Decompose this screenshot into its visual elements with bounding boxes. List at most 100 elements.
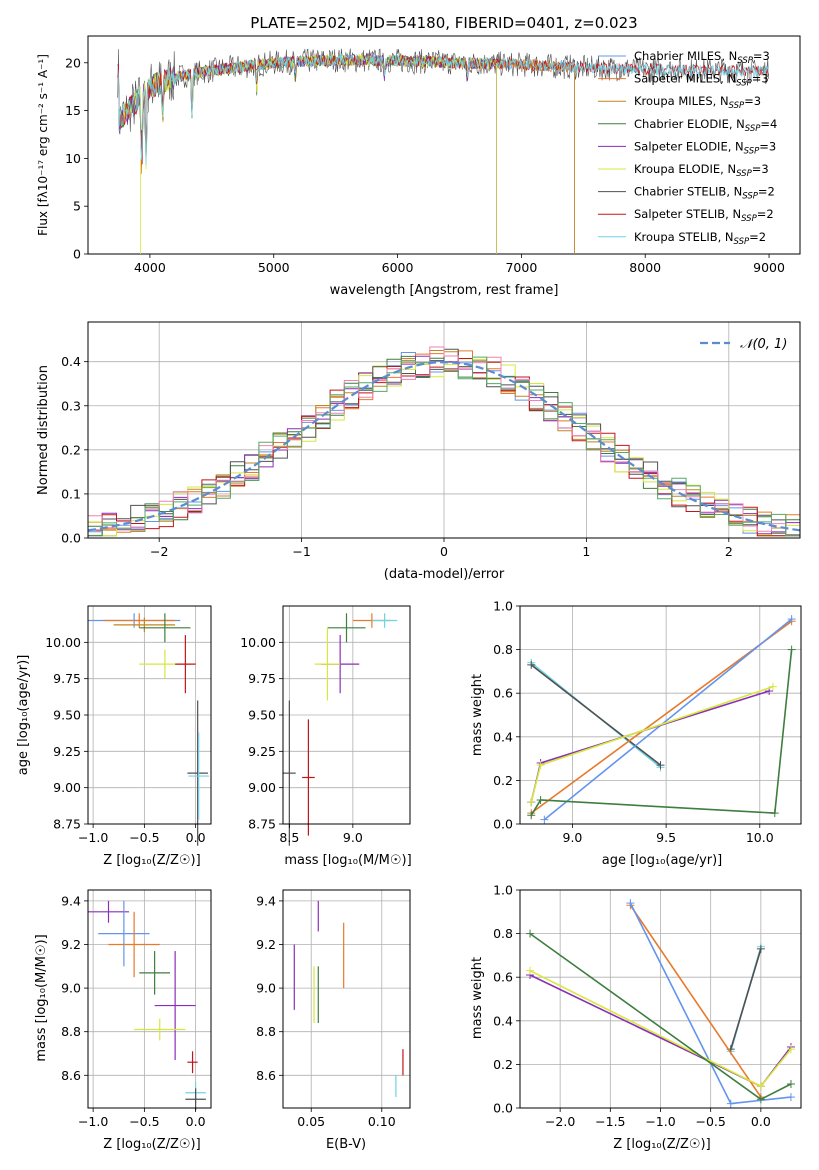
spectrum-ticks: 4000 5000 6000 7000 8000 9000 0 5 10 15 20 bbox=[65, 55, 785, 275]
y-tick-label: 0.2 bbox=[61, 442, 81, 457]
legend-value: =3 bbox=[752, 72, 769, 86]
x-tick-label: 9.0 bbox=[563, 830, 583, 845]
spectrum-xlabel: wavelength [Angstrom, rest frame] bbox=[330, 283, 559, 298]
mass-vs-ebv-panel: 0.05 0.10 8.6 8.8 9.0 9.2 9.4 bbox=[256, 889, 411, 1129]
panel-frame bbox=[87, 889, 212, 1109]
x-tick-label: −1.0 bbox=[78, 830, 108, 845]
y-tick-label: 0.0 bbox=[493, 1101, 513, 1116]
normal-reference-curve bbox=[87, 360, 801, 532]
age-vs-mass-xlabel: mass [log₁₀(M/M☉)] bbox=[284, 853, 411, 868]
histogram-ylabel: Normed distribution bbox=[36, 365, 51, 495]
x-tick-label: 8.5 bbox=[279, 830, 299, 845]
panel-frame bbox=[282, 889, 411, 1109]
y-tick-label: 9.00 bbox=[248, 780, 276, 795]
x-tick-label: −0.5 bbox=[695, 1114, 725, 1129]
y-tick-label: 5 bbox=[73, 199, 81, 214]
legend-subscript: SSP bbox=[741, 214, 757, 224]
spectrum-ylabel: Flux [fλ10⁻¹⁷ erg cm⁻² s⁻¹ A⁻¹] bbox=[36, 54, 50, 236]
y-tick-label: 9.0 bbox=[61, 981, 81, 996]
y-tick-label: 0.4 bbox=[61, 354, 81, 369]
y-tick-label: 9.0 bbox=[256, 981, 276, 996]
figure-title: PLATE=2502, MJD=54180, FIBERID=0401, z=0… bbox=[250, 14, 637, 32]
weight-series-line bbox=[530, 620, 793, 814]
weight-vs-age-xlabel: age [log₁₀(age/yr)] bbox=[602, 853, 723, 868]
y-tick-label: 0.8 bbox=[493, 642, 513, 657]
x-tick-label: −2.0 bbox=[545, 1114, 575, 1129]
spectrum-series-line bbox=[117, 48, 769, 165]
y-tick-label: 0.1 bbox=[61, 486, 81, 501]
spectrum-series-line bbox=[117, 53, 769, 166]
x-tick-label: 9000 bbox=[753, 260, 785, 275]
legend-subscript: SSP bbox=[737, 56, 753, 66]
legend-value: =3 bbox=[744, 94, 761, 108]
legend-subscript: SSP bbox=[736, 79, 752, 89]
spectrum-frame bbox=[87, 35, 801, 255]
age-vs-metallicity-xlabel: Z [log₁₀(Z/Z☉)] bbox=[103, 853, 200, 868]
legend-label: Salpeter STELIB, NSSP=2 bbox=[634, 207, 774, 224]
spectrum-panel: 4000 5000 6000 7000 8000 9000 0 5 10 15 20 Chabrie… bbox=[36, 35, 801, 298]
y-tick-label: 1.0 bbox=[493, 599, 513, 614]
x-tick-label: 9.5 bbox=[656, 830, 676, 845]
legend-label: Chabrier MILES, NSSP=3 bbox=[634, 49, 770, 66]
weight-series-line bbox=[629, 904, 762, 1098]
y-tick-label: 9.00 bbox=[53, 780, 81, 795]
histogram-step-line bbox=[88, 348, 800, 536]
legend-subscript: SSP bbox=[745, 124, 761, 134]
weight-series-line bbox=[530, 664, 661, 766]
legend-subscript: SSP bbox=[729, 101, 745, 111]
legend-value: =3 bbox=[752, 162, 769, 176]
age-vs-metallicity-panel: −1.0 −0.5 0.0 8.75 9.00 9.25 9.50 9.75 10.00 bbox=[45, 605, 212, 846]
histogram-step-line bbox=[88, 356, 800, 537]
x-tick-label: −0.5 bbox=[129, 1114, 159, 1129]
legend-label: Chabrier STELIB, NSSP=2 bbox=[634, 185, 775, 202]
y-tick-label: 0.4 bbox=[493, 1013, 513, 1028]
y-tick-label: 9.75 bbox=[248, 671, 276, 686]
y-tick-label: 0.6 bbox=[493, 970, 513, 985]
x-tick-label: 9.0 bbox=[343, 830, 363, 845]
legend-value: =2 bbox=[758, 185, 775, 199]
y-tick-label: 9.50 bbox=[53, 708, 81, 723]
y-tick-label: 9.50 bbox=[248, 708, 276, 723]
spectrum-legend: Chabrier MILES, NSSP=3 Salpeter MILES, NS… bbox=[598, 49, 777, 247]
y-tick-label: 0.6 bbox=[493, 686, 513, 701]
legend-subscript: SSP bbox=[736, 169, 752, 179]
spectrum-series-line bbox=[117, 53, 575, 254]
y-tick-label: 8.6 bbox=[256, 1068, 276, 1083]
weight-vs-age-ylabel: mass weight bbox=[470, 674, 485, 756]
legend-value: =2 bbox=[749, 230, 766, 244]
y-tick-label: 9.25 bbox=[53, 744, 81, 759]
legend-label: Salpeter MILES, NSSP=3 bbox=[634, 72, 769, 89]
histogram-xlabel: (data-model)/error bbox=[384, 567, 505, 582]
weight-vs-metallicity-panel: −2.0 −1.5 −1.0 −0.5 0.0 0.0 0.2 0.4 0.6 0.8 1.0 bbox=[493, 883, 802, 1129]
y-tick-label: 0.4 bbox=[493, 729, 513, 744]
y-tick-label: 9.4 bbox=[256, 893, 276, 908]
x-tick-label: −1.5 bbox=[595, 1114, 625, 1129]
mass-vs-ebv-xlabel: E(B-V) bbox=[326, 1137, 366, 1152]
y-tick-label: 20 bbox=[65, 55, 81, 70]
y-tick-label: 9.2 bbox=[256, 937, 276, 952]
x-tick-label: 6000 bbox=[382, 260, 414, 275]
legend-subscript: SSP bbox=[742, 192, 758, 202]
x-tick-label: −1 bbox=[292, 544, 310, 559]
weight-series-line bbox=[530, 690, 770, 803]
x-tick-label: 5000 bbox=[258, 260, 290, 275]
weight-vs-metallicity-ylabel: mass weight bbox=[470, 957, 485, 1039]
y-tick-label: 0.3 bbox=[61, 398, 81, 413]
residual-histogram-panel: −2 −1 0 1 2 0.0 0.1 0.2 0.3 0.4 𝒩(0, 1) (data-mod… bbox=[36, 321, 801, 582]
mass-vs-metallicity-ylabel: mass [log₁₀(M/M☉)] bbox=[34, 934, 49, 1061]
x-tick-label: 10.0 bbox=[746, 830, 774, 845]
y-tick-label: 9.75 bbox=[53, 671, 81, 686]
age-vs-metallicity-ylabel: age [log₁₀(age/yr)] bbox=[16, 655, 31, 776]
x-tick-label: 8000 bbox=[629, 260, 661, 275]
legend-value: =3 bbox=[753, 49, 770, 63]
y-tick-label: 15 bbox=[65, 103, 81, 118]
weight-series-line bbox=[543, 618, 793, 821]
y-tick-label: 10.00 bbox=[45, 635, 81, 650]
y-tick-label: 8.6 bbox=[61, 1068, 81, 1083]
x-tick-label: 0.05 bbox=[297, 1114, 325, 1129]
x-tick-label: −2 bbox=[150, 544, 168, 559]
x-tick-label: −1.0 bbox=[645, 1114, 675, 1129]
y-tick-label: 8.75 bbox=[248, 817, 276, 832]
x-tick-label: 0.10 bbox=[368, 1114, 396, 1129]
